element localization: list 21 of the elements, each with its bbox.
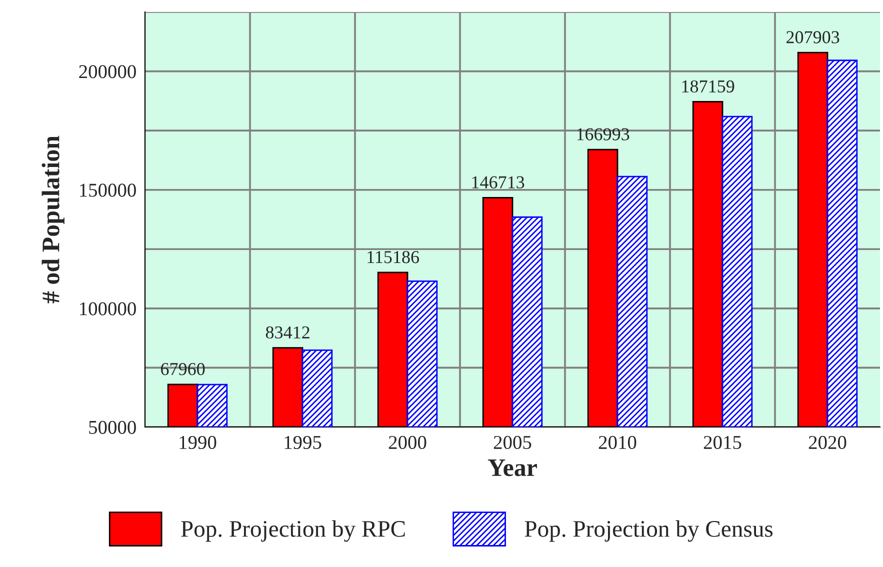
x-axis-title: Year — [488, 460, 537, 476]
y-tick-label: 200000 — [79, 65, 136, 78]
y-tick-label: 50000 — [89, 420, 136, 434]
data-label: 207903 — [786, 31, 840, 44]
x-tick-label: 2005 — [494, 436, 532, 450]
y-tick-label: 100000 — [80, 302, 136, 316]
x-tick-label: 1995 — [284, 436, 322, 450]
data-label: 166993 — [577, 128, 630, 140]
y-axis-title: # od Population — [42, 136, 64, 304]
data-label: 83412 — [266, 326, 310, 339]
data-label: 187159 — [682, 80, 734, 93]
x-tick-label: 2020 — [808, 436, 846, 450]
x-tick-label: 2015 — [704, 436, 742, 450]
legend-label: Pop. Projection by RPC — [181, 520, 405, 542]
y-tick-label: 150000 — [80, 184, 136, 197]
x-tick-label: 2010 — [598, 436, 636, 450]
legend-label: Pop. Projection by Census — [524, 520, 773, 542]
data-label: 146713 — [472, 176, 524, 188]
x-tick-label: 1990 — [180, 436, 216, 450]
x-tick-label: 2000 — [388, 436, 426, 450]
data-label: 115186 — [368, 251, 420, 264]
